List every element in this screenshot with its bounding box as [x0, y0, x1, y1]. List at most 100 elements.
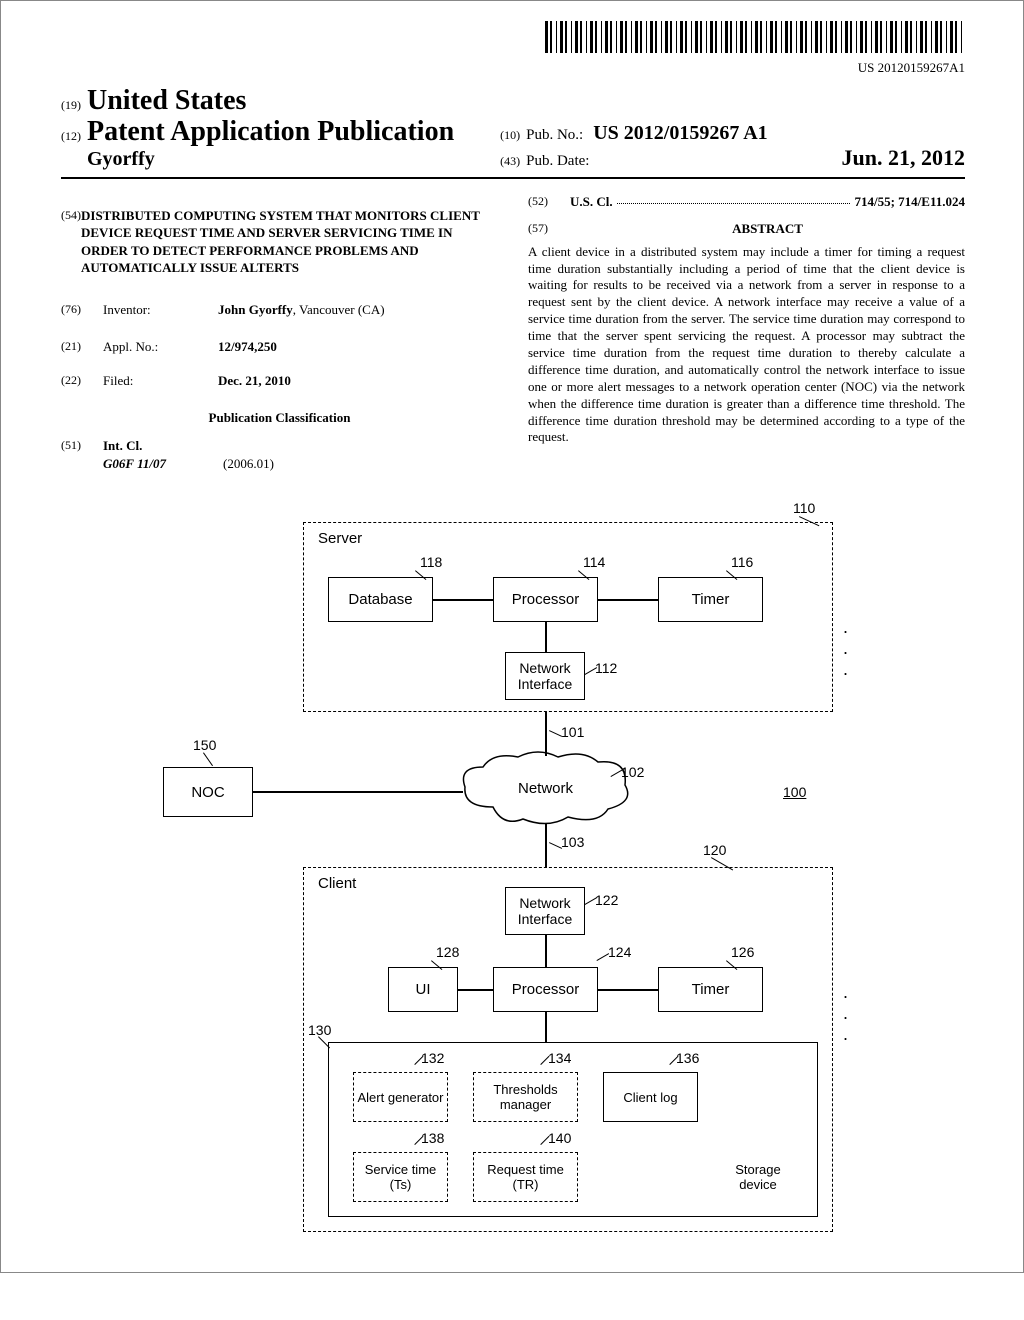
- service-time-box: Service time (Ts): [353, 1152, 448, 1202]
- clientlog-text: Client log: [623, 1090, 677, 1105]
- timer-s-box: Timer: [658, 577, 763, 622]
- network-num: 102: [621, 764, 644, 780]
- netif-s-num: 112: [595, 660, 617, 676]
- timer-s-num: 116: [731, 554, 753, 570]
- code-54: (54): [61, 207, 81, 277]
- netif-c-text: Network Interface: [510, 895, 580, 927]
- inventor-name: John Gyorffy, Vancouver (CA): [218, 301, 498, 319]
- intcl-class: G06F 11/07: [103, 455, 223, 473]
- server-label: Server: [318, 530, 362, 547]
- thresholds-box: Thresholds manager: [473, 1072, 578, 1122]
- system-num: 100: [783, 784, 806, 800]
- timer-c-num: 126: [731, 944, 754, 960]
- netif-proc-c-line: [545, 935, 547, 967]
- alert-box: Alert generator: [353, 1072, 448, 1122]
- request-time-num: 140: [548, 1130, 571, 1146]
- request-time-text: Request time (TR): [476, 1162, 575, 1192]
- code-19: (19): [61, 98, 81, 113]
- filed-date: Dec. 21, 2010: [218, 373, 291, 388]
- server-net-line: [545, 712, 547, 756]
- code-10: (10): [500, 128, 520, 143]
- noc-box: NOC: [163, 767, 253, 817]
- uscl-label: U.S. Cl.: [570, 194, 613, 209]
- uscl-value: 714/55; 714/E11.024: [854, 194, 965, 209]
- client-ellipsis: . . .: [843, 982, 863, 1045]
- proc-storage-line: [545, 1012, 547, 1042]
- alert-num: 132: [421, 1050, 444, 1066]
- processor-s-box: Processor: [493, 577, 598, 622]
- code-57: (57): [528, 220, 570, 244]
- db-proc-line: [433, 599, 493, 601]
- storage-device-label: Storage device: [718, 1162, 798, 1192]
- link-103: 103: [561, 834, 584, 850]
- processor-c-box: Processor: [493, 967, 598, 1012]
- author-surname: Gyorffy: [87, 148, 155, 170]
- code-52: (52): [528, 193, 570, 211]
- ui-num: 128: [436, 944, 459, 960]
- link-101: 101: [561, 724, 584, 740]
- service-time-num: 138: [421, 1130, 444, 1146]
- abstract-text: A client device in a distributed system …: [528, 244, 965, 447]
- netif-c-num: 122: [595, 892, 618, 908]
- code-51: (51): [61, 437, 103, 472]
- appl-no: 12/974,250: [218, 339, 277, 354]
- noc-net-line: [253, 791, 463, 793]
- noc-leader: [202, 752, 213, 766]
- barcode-text: US 20120159267A1: [61, 60, 965, 76]
- pub-date-label: Pub. Date:: [526, 153, 589, 170]
- request-time-box: Request time (TR): [473, 1152, 578, 1202]
- invention-title: DISTRIBUTED COMPUTING SYSTEM THAT MONITO…: [81, 207, 498, 277]
- uscl-dots: [617, 193, 851, 204]
- code-76: (76): [61, 301, 103, 319]
- netif-c-box: Network Interface: [505, 887, 585, 935]
- database-text: Database: [348, 591, 412, 608]
- timer-c-box: Timer: [658, 967, 763, 1012]
- ui-proc-line: [458, 989, 493, 991]
- code-22: (22): [61, 372, 103, 390]
- code-21: (21): [61, 338, 103, 356]
- processor-s-num: 114: [583, 554, 605, 570]
- processor-c-num: 124: [608, 944, 631, 960]
- ui-text: UI: [416, 981, 431, 998]
- ui-box: UI: [388, 967, 458, 1012]
- proc-netif-line: [545, 622, 547, 652]
- service-time-text: Service time (Ts): [356, 1162, 445, 1192]
- alert-text: Alert generator: [358, 1090, 444, 1105]
- biblio-columns: (54) DISTRIBUTED COMPUTING SYSTEM THAT M…: [61, 193, 965, 472]
- filed-label: Filed:: [103, 372, 218, 390]
- code-43: (43): [500, 154, 520, 169]
- storage-box-num: 130: [308, 1022, 331, 1038]
- inventor-location: , Vancouver (CA): [293, 302, 385, 317]
- processor-s-text: Processor: [512, 591, 580, 608]
- inventor-label: Inventor:: [103, 301, 218, 319]
- appl-label: Appl. No.:: [103, 338, 218, 356]
- net-client-line: [545, 824, 547, 868]
- proc-timer-line: [598, 599, 658, 601]
- pub-no-label: Pub. No.:: [526, 127, 583, 144]
- barcode-area: US 20120159267A1: [61, 21, 965, 76]
- figure-diagram: Server 110 Database 118 Processor 114 Ti…: [163, 502, 863, 1242]
- barcode-graphic: [545, 21, 965, 53]
- intcl-label: Int. Cl.: [103, 438, 142, 453]
- timer-s-text: Timer: [692, 591, 730, 608]
- intcl-block: Int. Cl. G06F 11/07 (2006.01): [103, 437, 274, 472]
- network-label: Network: [518, 780, 573, 797]
- right-column: (52) U.S. Cl. 714/55; 714/E11.024 (57) A…: [528, 193, 965, 472]
- abstract-heading: ABSTRACT: [570, 220, 965, 238]
- pub-class-heading: Publication Classification: [61, 409, 498, 427]
- clientlog-num: 136: [676, 1050, 699, 1066]
- inventor-bold-name: John Gyorffy: [218, 302, 293, 317]
- clientlog-box: Client log: [603, 1072, 698, 1122]
- timer-c-text: Timer: [692, 981, 730, 998]
- pub-date: Jun. 21, 2012: [842, 145, 965, 171]
- pub-no: US 2012/0159267 A1: [593, 122, 767, 145]
- thresholds-num: 134: [548, 1050, 571, 1066]
- processor-c-text: Processor: [512, 981, 580, 998]
- header: (19) United States (12) Patent Applicati…: [61, 86, 965, 179]
- country-name: United States: [87, 86, 246, 117]
- noc-text: NOC: [191, 784, 224, 801]
- noc-num: 150: [193, 737, 216, 753]
- left-column: (54) DISTRIBUTED COMPUTING SYSTEM THAT M…: [61, 193, 498, 472]
- intcl-edition: (2006.01): [223, 455, 274, 473]
- proc-timer-c-line: [598, 989, 658, 991]
